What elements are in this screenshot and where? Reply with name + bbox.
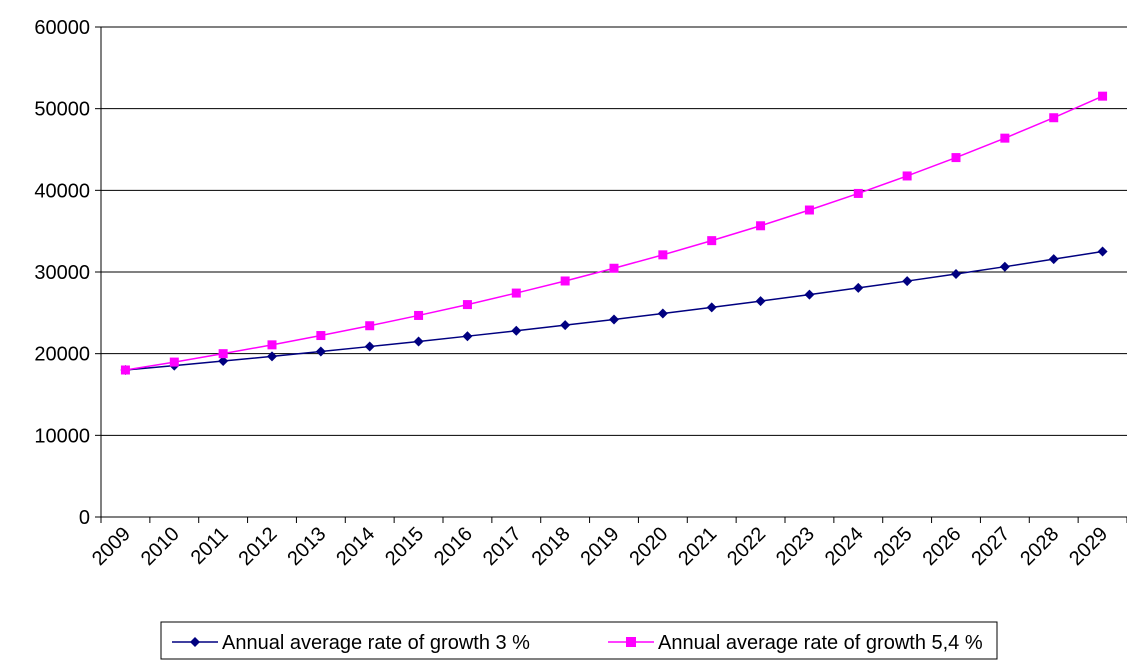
data-point xyxy=(365,321,375,331)
data-point xyxy=(755,296,766,307)
x-axis: 2009 2010 2011 2012 2013 2014 2015 2016 2017 2018… xyxy=(88,516,1127,570)
legend-marker-series-0 xyxy=(190,637,200,647)
y-tick-label: 40000 xyxy=(34,180,90,202)
data-point xyxy=(316,331,326,341)
x-tick-label: 2009 xyxy=(88,523,135,570)
x-tick-label: 2027 xyxy=(967,523,1014,570)
data-point xyxy=(951,153,961,163)
x-tick-label: 2025 xyxy=(870,523,917,570)
data-point xyxy=(707,236,717,246)
x-tick-label: 2012 xyxy=(235,523,282,570)
x-tick-label: 2028 xyxy=(1016,523,1063,570)
series-line xyxy=(125,95,1103,371)
data-point xyxy=(609,314,619,325)
x-tick-label: 2014 xyxy=(332,523,379,570)
y-axis: 0 10000 20000 30000 40000 50000 60000 xyxy=(34,17,102,529)
x-tick-label: 2013 xyxy=(283,523,330,570)
y-tick-label: 0 xyxy=(79,507,90,529)
data-point xyxy=(706,302,717,313)
data-point xyxy=(511,288,521,298)
x-tick-label: 2016 xyxy=(430,523,477,570)
legend: Annual average rate of growth 3 % Annual… xyxy=(160,621,998,660)
data-point xyxy=(315,346,326,357)
data-point xyxy=(804,205,814,215)
data-point xyxy=(609,263,619,273)
data-point xyxy=(267,351,277,362)
data-point xyxy=(853,282,864,293)
x-tick-label: 2019 xyxy=(577,523,624,570)
data-point xyxy=(1000,133,1010,143)
data-point xyxy=(560,276,570,286)
data-point xyxy=(756,221,766,231)
data-point xyxy=(902,171,912,181)
data-point xyxy=(120,365,130,375)
data-point xyxy=(413,336,424,347)
legend-label-series-0: Annual average rate of growth 3 % xyxy=(222,632,530,654)
data-point xyxy=(1049,113,1059,123)
data-point xyxy=(462,300,472,310)
data-point xyxy=(951,268,961,279)
plot-area xyxy=(101,26,1127,436)
data-point xyxy=(657,308,668,319)
data-point xyxy=(804,289,815,300)
x-tick-label: 2021 xyxy=(674,523,721,570)
data-point xyxy=(364,341,375,352)
x-tick-label: 2020 xyxy=(625,523,672,570)
x-tick-label: 2024 xyxy=(821,523,868,570)
data-point xyxy=(560,320,571,331)
x-tick-label: 2026 xyxy=(919,523,966,570)
y-tick-label: 50000 xyxy=(34,99,90,121)
x-tick-label: 2018 xyxy=(528,523,575,570)
y-tick-label: 20000 xyxy=(34,344,90,366)
data-point xyxy=(462,331,473,342)
data-point xyxy=(511,325,522,336)
x-tick-label: 2010 xyxy=(137,523,184,570)
data-point xyxy=(1098,91,1108,101)
x-tick-label: 2029 xyxy=(1065,523,1112,570)
y-tick-label: 60000 xyxy=(34,17,90,39)
data-point xyxy=(218,349,228,359)
y-tick-label: 30000 xyxy=(34,262,90,284)
y-tick-label: 10000 xyxy=(34,425,90,447)
legend-box xyxy=(160,621,998,660)
x-tick-label: 2017 xyxy=(479,523,526,570)
x-tick-label: 2023 xyxy=(772,523,819,570)
legend-marker-series-1 xyxy=(626,637,636,647)
data-point xyxy=(1097,246,1108,257)
data-point xyxy=(267,340,277,350)
x-tick-label: 2015 xyxy=(381,523,428,570)
data-point xyxy=(1048,254,1059,265)
x-tick-label: 2022 xyxy=(723,523,770,570)
data-point xyxy=(658,250,668,260)
series-layer xyxy=(120,91,1108,375)
data-point xyxy=(902,276,913,287)
data-point xyxy=(218,356,229,367)
data-point xyxy=(414,310,424,320)
legend-label-series-1: Annual average rate of growth 5,4 % xyxy=(658,632,983,654)
data-point xyxy=(853,188,863,198)
x-tick-label: 2011 xyxy=(187,523,233,569)
data-point xyxy=(999,261,1010,272)
data-point xyxy=(169,357,179,367)
series-1 xyxy=(120,91,1108,375)
